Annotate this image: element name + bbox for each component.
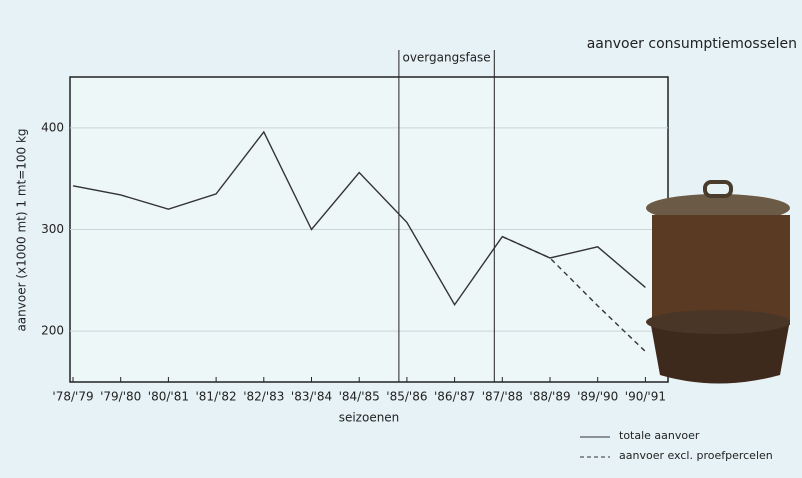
x-tick-label: '79/'80	[100, 390, 141, 404]
y-tick-label: 400	[41, 120, 64, 134]
x-tick-label: '82/'83	[243, 390, 284, 404]
pot-handle	[703, 180, 733, 198]
x-tick-label: '81/'82	[196, 390, 237, 404]
x-tick-label: '88/'89	[529, 390, 570, 404]
legend-label: aanvoer excl. proefpercelen	[619, 449, 773, 462]
y-tick-label: 300	[41, 222, 64, 236]
y-axis-label: aanvoer (x1000 mt) 1 mt=100 kg	[15, 128, 29, 331]
x-tick-label: '78/'79	[52, 390, 93, 404]
legend: totale aanvoer aanvoer excl. proefpercel…	[580, 429, 773, 462]
chart-title: aanvoer consumptiemosselen	[587, 36, 797, 52]
pot-body	[650, 320, 790, 384]
x-tick-label: '89/'90	[577, 390, 618, 404]
legend-label: totale aanvoer	[619, 429, 700, 442]
annotation: overgangsfase	[402, 51, 490, 65]
pot-illustration	[646, 180, 790, 384]
x-tick-label: '84/'85	[339, 390, 380, 404]
x-axis-label: seizoenen	[339, 411, 400, 425]
x-tick-label: '83/'84	[291, 390, 332, 404]
y-tick-label: 200	[41, 324, 64, 338]
x-tick-label: '87/'88	[482, 390, 523, 404]
pot-rim	[646, 310, 790, 334]
x-tick-label: '90/'91	[625, 390, 666, 404]
mussels	[652, 215, 790, 325]
x-tick-label: '85/'86	[386, 390, 427, 404]
x-tick-label: '86/'87	[434, 390, 475, 404]
x-tick-label: '80/'81	[148, 390, 189, 404]
series-line	[72, 130, 646, 307]
